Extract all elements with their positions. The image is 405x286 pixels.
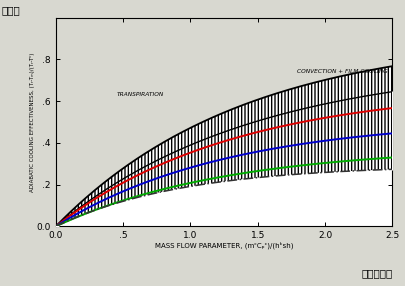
Y-axis label: ADIABATIC COOLING EFFECTIVENESS, (Tᵣ-Tₘ)/(Tᵣ-Tᶜ): ADIABATIC COOLING EFFECTIVENESS, (Tᵣ-Tₘ)… — [30, 52, 35, 192]
Text: CONVECTION + FILM COOLING: CONVECTION + FILM COOLING — [296, 69, 387, 74]
Text: 냉각량: 냉각량 — [2, 6, 21, 16]
Text: FILM COOLING: FILM COOLING — [311, 144, 352, 149]
X-axis label: MASS FLOW PARAMETER, (mᶜCₚᶜ)/(hᵏsh): MASS FLOW PARAMETER, (mᶜCₚᶜ)/(hᵏsh) — [155, 242, 293, 249]
Text: 냉각공기량: 냉각공기량 — [361, 268, 392, 278]
Text: CONVECTION COOLING: CONVECTION COOLING — [231, 165, 295, 170]
Text: TRANSPIRATION: TRANSPIRATION — [116, 92, 164, 97]
